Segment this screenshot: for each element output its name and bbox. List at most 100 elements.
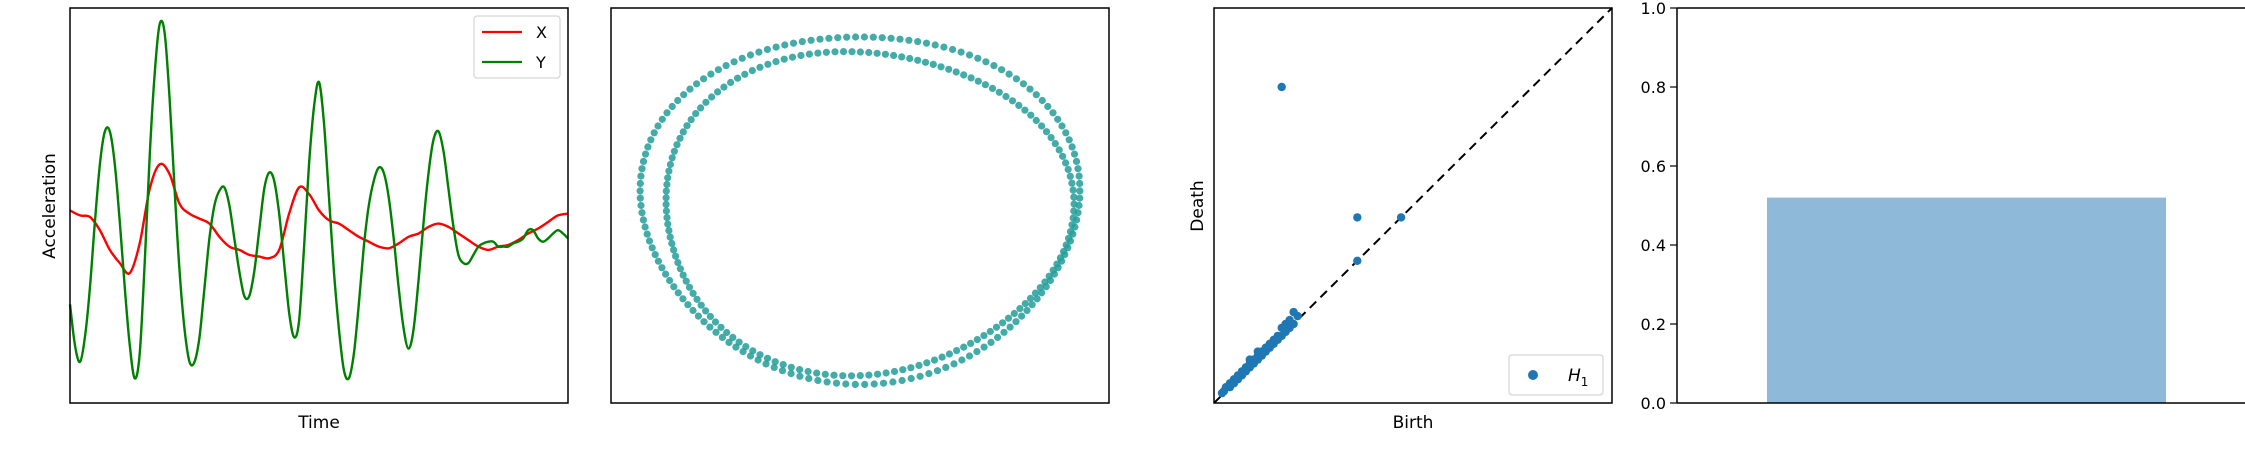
cloud-point — [756, 351, 764, 359]
cloud-point — [1066, 228, 1075, 236]
cloud-point — [680, 91, 688, 99]
cloud-point — [702, 98, 710, 106]
series-line-x — [69, 162, 569, 275]
cloud-point — [1027, 111, 1035, 119]
cloud-point — [940, 43, 948, 51]
persistence-point — [1261, 343, 1270, 352]
cloud-point — [1026, 294, 1035, 302]
score-ytick-label: 0.0 — [1641, 394, 1666, 413]
cloud-point — [842, 380, 850, 388]
cloud-point — [921, 58, 930, 66]
cloud-point — [668, 102, 676, 111]
cloud-point — [679, 128, 687, 136]
cloud-point — [914, 56, 922, 64]
cloud-point — [973, 336, 981, 344]
score-ytick-label: 0.4 — [1641, 236, 1666, 255]
cloud-point — [952, 68, 960, 76]
cloud-point — [647, 136, 655, 144]
cloud-point — [780, 55, 788, 63]
cloud-point — [974, 54, 982, 62]
cloud-point — [1012, 75, 1021, 83]
cloud-point — [1019, 80, 1027, 88]
cloud-point — [685, 283, 694, 291]
cloud-point — [1041, 278, 1049, 286]
cloud-point — [1070, 200, 1078, 208]
cloud-point — [890, 51, 898, 60]
persistence-point — [1285, 315, 1294, 325]
cloud-point — [907, 364, 915, 372]
cloud-point — [1016, 305, 1024, 313]
cloud-point — [914, 38, 922, 46]
persistence-point — [1396, 213, 1406, 222]
score-yticks: 0.0 0.2 0.4 0.6 0.8 1.0 — [1641, 0, 1677, 413]
cloud-point — [1023, 306, 1031, 315]
cloud-point — [670, 283, 678, 291]
cloud-point — [1059, 247, 1068, 256]
cloud-point — [1068, 179, 1076, 187]
signal-frame — [69, 7, 569, 404]
cloud-point — [1064, 165, 1072, 174]
cloud-point — [706, 323, 714, 331]
cloud-point — [668, 239, 676, 248]
cloud-point — [686, 85, 694, 93]
cloud-point — [825, 34, 833, 42]
cloud-point — [960, 343, 968, 351]
signal-legend-box — [473, 15, 561, 79]
persistence-legend-marker — [1528, 370, 1538, 380]
cloud-point — [702, 307, 710, 315]
cloud-point — [637, 172, 645, 180]
cloud-point — [882, 369, 890, 377]
cloud-point — [772, 43, 780, 51]
signal-chart: Time Acceleration X Y — [40, 7, 569, 433]
cloud-point — [723, 328, 731, 337]
cloud-point — [896, 35, 904, 43]
signal-xlabel: Time — [297, 413, 340, 433]
cloud-point — [907, 374, 915, 383]
persistence-point — [1217, 388, 1227, 398]
cloud-point — [645, 237, 654, 245]
cloud-point — [1033, 295, 1041, 303]
cloud-point — [707, 70, 715, 78]
cloud-point — [856, 372, 864, 380]
cloud-point — [949, 45, 957, 54]
cloud-point — [1032, 116, 1040, 125]
cloud-point — [676, 134, 684, 142]
cloud-point — [796, 372, 804, 380]
cloud-point — [1070, 193, 1078, 201]
cloud-point — [898, 376, 906, 385]
cloud-point — [663, 180, 671, 189]
cloud-point — [832, 379, 841, 387]
cloud-point — [708, 93, 716, 101]
cloud-point — [764, 60, 772, 68]
cloud-point — [929, 60, 937, 68]
cloud-point — [1042, 128, 1051, 136]
persistence-point — [1245, 355, 1255, 364]
cloud-point — [823, 378, 831, 386]
cloud-point — [999, 319, 1007, 327]
cloud-point — [662, 207, 671, 215]
cloud-point — [987, 338, 995, 346]
cloud-point — [636, 187, 644, 195]
cloud-point — [925, 370, 933, 378]
persistence-point — [1353, 213, 1362, 222]
cloud-point — [666, 160, 675, 169]
cloud-point — [697, 104, 705, 112]
cloud-point — [668, 154, 676, 162]
cloud-point — [748, 67, 756, 75]
persistence-chart: Birth Death H1 — [1188, 7, 1613, 433]
cloud-point — [1069, 214, 1077, 222]
persistence-points — [1217, 82, 1406, 398]
cloud-point — [654, 257, 663, 265]
cloud-point — [771, 358, 779, 366]
cloud-point — [658, 264, 666, 272]
cloud-point — [981, 81, 990, 89]
cloud-point — [922, 39, 931, 47]
cloud-point — [1036, 284, 1044, 292]
cloud-point — [931, 41, 939, 49]
cloud-point — [729, 333, 737, 341]
cloud-point — [689, 306, 697, 315]
cloud-point — [666, 233, 674, 241]
cloud-point — [889, 378, 897, 386]
cloud-point — [741, 70, 749, 78]
